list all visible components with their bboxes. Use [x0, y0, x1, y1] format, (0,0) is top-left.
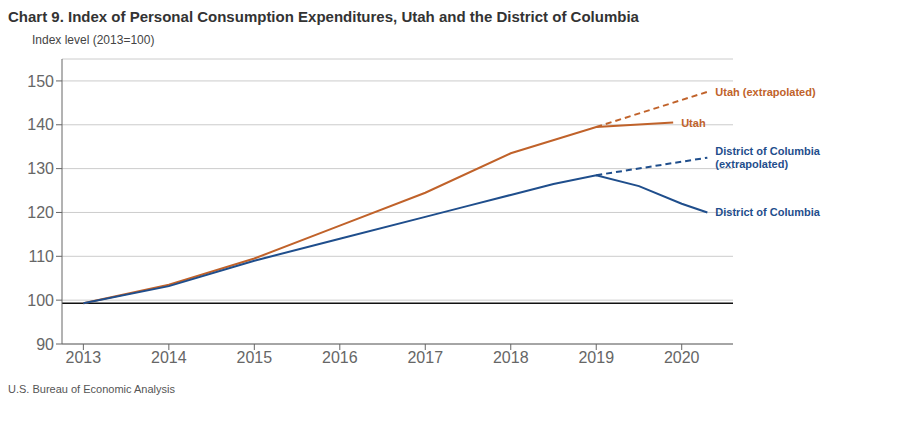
- svg-text:District of Columbia(extrapola: District of Columbia(extrapolated): [715, 145, 820, 170]
- svg-text:2017: 2017: [407, 349, 443, 366]
- svg-text:2015: 2015: [237, 349, 273, 366]
- svg-text:140: 140: [27, 116, 54, 133]
- svg-text:2020: 2020: [664, 349, 700, 366]
- svg-text:Utah (extrapolated): Utah (extrapolated): [715, 86, 816, 98]
- svg-text:2014: 2014: [151, 349, 187, 366]
- svg-text:2013: 2013: [66, 349, 102, 366]
- svg-text:2019: 2019: [578, 349, 614, 366]
- svg-text:130: 130: [27, 160, 54, 177]
- svg-text:Utah: Utah: [681, 117, 706, 129]
- html-text:Index level (2013=100): Index level (2013=100): [32, 33, 155, 47]
- svg-text:90: 90: [36, 336, 54, 353]
- svg-text:150: 150: [27, 73, 54, 90]
- svg-text:110: 110: [28, 248, 54, 265]
- svg-text:2018: 2018: [493, 349, 529, 366]
- svg-text:100: 100: [27, 292, 54, 309]
- html-text:U.S. Bureau of Economic Analys: U.S. Bureau of Economic Analysis: [8, 383, 175, 395]
- svg-text:District of Columbia: District of Columbia: [715, 206, 820, 218]
- html-text:Chart 9. Index of Personal Con: Chart 9. Index of Personal Consumption E…: [8, 8, 639, 25]
- svg-text:120: 120: [27, 204, 54, 221]
- svg-text:2016: 2016: [322, 349, 358, 366]
